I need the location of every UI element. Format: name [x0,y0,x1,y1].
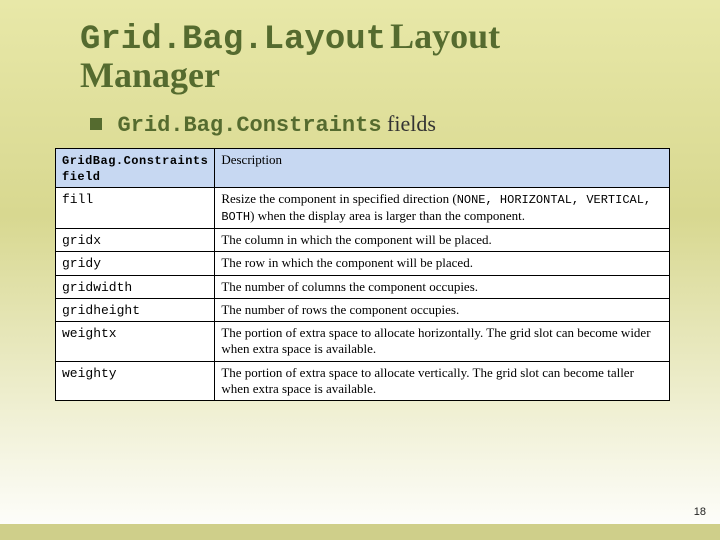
table-row: gridwidthThe number of columns the compo… [56,275,670,298]
cell-field: gridy [56,252,215,275]
col-header-desc: Description [215,149,670,188]
cell-field: gridx [56,229,215,252]
table-row: fillResize the component in specified di… [56,188,670,229]
cell-field: weightx [56,322,215,362]
cell-desc: The portion of extra space to allocate v… [215,361,670,401]
constraints-table: GridBag.Constraints field Description fi… [55,148,670,401]
cell-field: gridwidth [56,275,215,298]
page-number: 18 [694,506,706,518]
cell-desc: The portion of extra space to allocate h… [215,322,670,362]
cell-desc: The number of columns the component occu… [215,275,670,298]
cell-field: fill [56,188,215,229]
cell-desc: The number of rows the component occupie… [215,298,670,321]
table-row: weightxThe portion of extra space to all… [56,322,670,362]
table-row: gridheightThe number of rows the compone… [56,298,670,321]
constraints-table-wrap: GridBag.Constraints field Description fi… [55,148,670,401]
subtitle-rest-text: fields [387,111,436,136]
cell-desc: Resize the component in specified direct… [215,188,670,229]
title-mono: Grid.Bag.Layout [80,21,386,59]
cell-field: weighty [56,361,215,401]
slide-title: Grid.Bag.Layout Layout Manager [0,0,720,97]
bullet-icon [90,118,102,130]
cell-desc: The row in which the component will be p… [215,252,670,275]
table-row: gridyThe row in which the component will… [56,252,670,275]
title-script-1: Layout [390,16,500,56]
col-header-field: GridBag.Constraints field [56,149,215,188]
cell-field: gridheight [56,298,215,321]
table-row: weightyThe portion of extra space to all… [56,361,670,401]
cell-desc: The column in which the component will b… [215,229,670,252]
table-body: fillResize the component in specified di… [56,188,670,401]
title-script-2: Manager [80,55,220,95]
subtitle-mono: Grid.Bag.Constraints [118,113,382,138]
table-row: gridxThe column in which the component w… [56,229,670,252]
table-header-row: GridBag.Constraints field Description [56,149,670,188]
subtitle: Grid.Bag.Constraints fields [0,97,720,138]
bottom-band [0,524,720,540]
